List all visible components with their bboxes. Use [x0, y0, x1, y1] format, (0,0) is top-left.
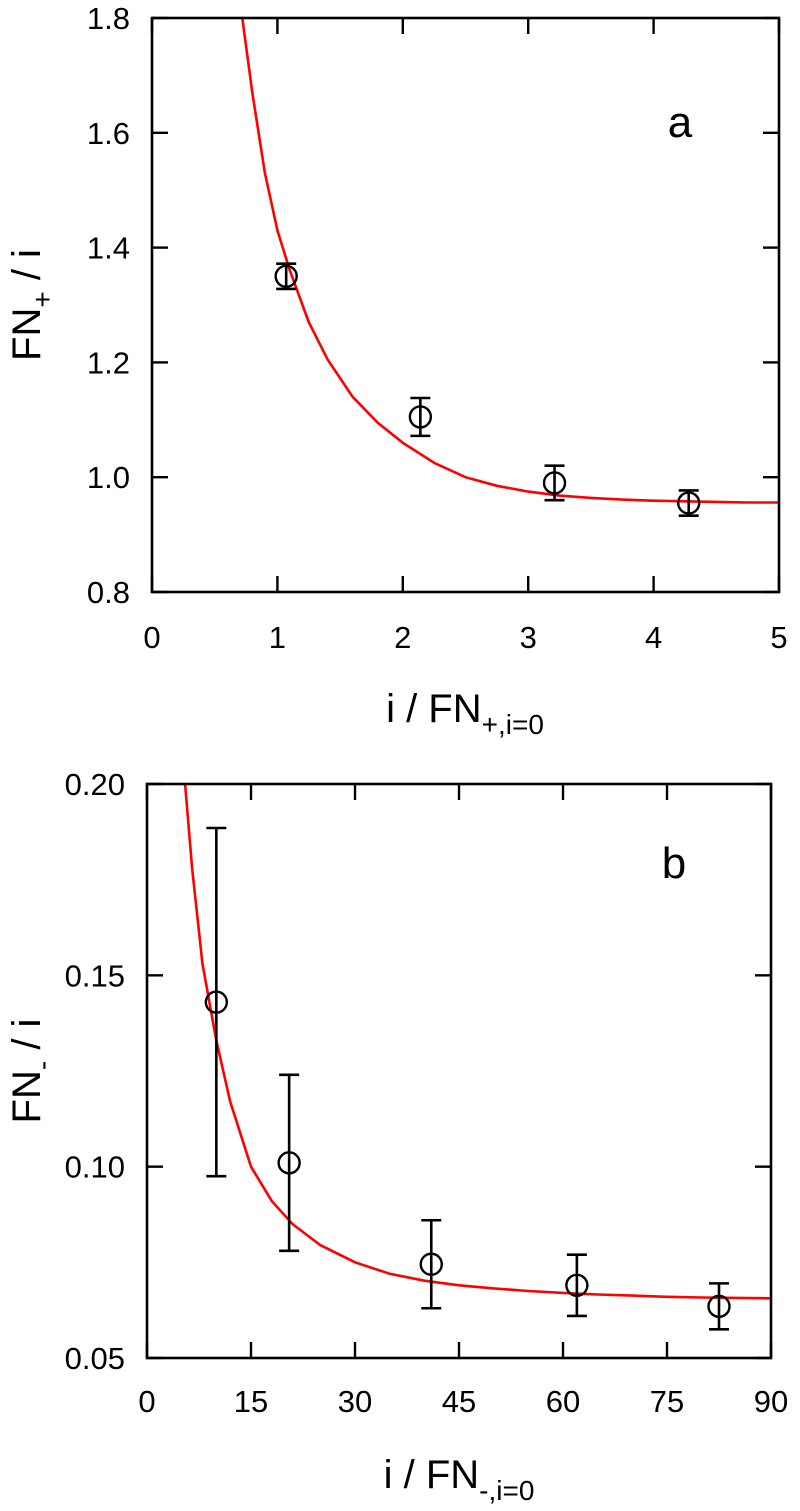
plot-frame — [150, 16, 781, 594]
x-tick-label: 30 — [338, 1384, 372, 1419]
data-point — [419, 1218, 443, 1310]
x-tick-label: 45 — [442, 1384, 476, 1419]
data-point — [565, 1253, 589, 1318]
fit-curve — [241, 18, 779, 504]
y-axis-title: FN+ / i — [5, 249, 58, 361]
x-axis-title-sub: +,i=0 — [482, 709, 544, 740]
data-point — [274, 262, 298, 291]
x-tick-label: 2 — [394, 620, 411, 655]
x-tick-label: 3 — [520, 620, 537, 655]
data-marker — [677, 491, 701, 515]
y-tick-label: 1.6 — [87, 116, 130, 151]
y-axis-title-sub: - — [27, 1061, 58, 1070]
x-tick-label: 60 — [546, 1384, 580, 1419]
y-axis-title-sub: + — [27, 291, 58, 307]
panel-label: b — [662, 839, 686, 888]
data-marker — [204, 990, 229, 1014]
y-tick-label: 0.05 — [65, 1341, 125, 1376]
data-marker — [419, 1252, 443, 1276]
y-tick-label: 0.10 — [65, 1150, 125, 1185]
x-tick-label: 75 — [650, 1384, 684, 1419]
y-axis-title-tail: / i — [5, 249, 49, 291]
x-tick-label: 0 — [143, 620, 160, 655]
data-point — [277, 1073, 301, 1253]
y-tick-label: 0.8 — [87, 575, 130, 610]
x-tick-label: 15 — [234, 1384, 268, 1419]
y-tick-label: 1.2 — [87, 345, 130, 380]
x-axis-title-main: i / FN — [384, 1453, 480, 1497]
data-marker — [542, 471, 567, 495]
y-axis-title: FN- / i — [5, 1019, 58, 1124]
data-marker — [565, 1273, 589, 1297]
x-axis-title: i / FN-,i=0 — [384, 1453, 535, 1506]
data-point — [707, 1282, 731, 1331]
data-point — [677, 489, 701, 517]
x-tick-label: 0 — [138, 1384, 155, 1419]
panel-b: 0 15 30 45 60 75 90 0.05 0.10 0.15 0.20 i / FN-,i=0… — [5, 767, 788, 1506]
fit-curve — [183, 784, 771, 1300]
data-point — [542, 464, 567, 502]
y-tick-label: 0.20 — [65, 767, 125, 802]
y-tick-label: 0.15 — [65, 958, 125, 993]
panel-a: 0 1 2 3 4 5 0.8 1.0 1.2 1.4 1.6 1.8 i / FN+,i=0 FN+ /… — [5, 1, 788, 740]
data-marker — [274, 264, 298, 288]
x-tick-label: 1 — [269, 620, 286, 655]
x-axis-title-main: i / FN — [386, 687, 482, 731]
x-axis-title: i / FN+,i=0 — [386, 687, 544, 740]
y-tick-label: 1.4 — [87, 231, 130, 266]
x-tick-label: 4 — [645, 620, 662, 655]
y-axis-title-main: FN — [5, 308, 49, 361]
y-axis-title-tail: / i — [5, 1019, 49, 1061]
data-marker — [408, 405, 433, 429]
y-tick-label: 1.0 — [87, 460, 130, 495]
data-point — [408, 396, 433, 438]
panel-label: a — [668, 98, 693, 147]
y-tick-label: 1.8 — [87, 1, 130, 36]
data-marker — [277, 1151, 301, 1175]
x-tick-label: 90 — [754, 1384, 788, 1419]
x-axis-title-sub: -,i=0 — [479, 1475, 534, 1506]
x-tick-label: 5 — [770, 620, 787, 655]
data-marker — [707, 1294, 731, 1319]
data-point — [204, 826, 229, 1178]
y-axis-title-main: FN — [5, 1070, 49, 1123]
